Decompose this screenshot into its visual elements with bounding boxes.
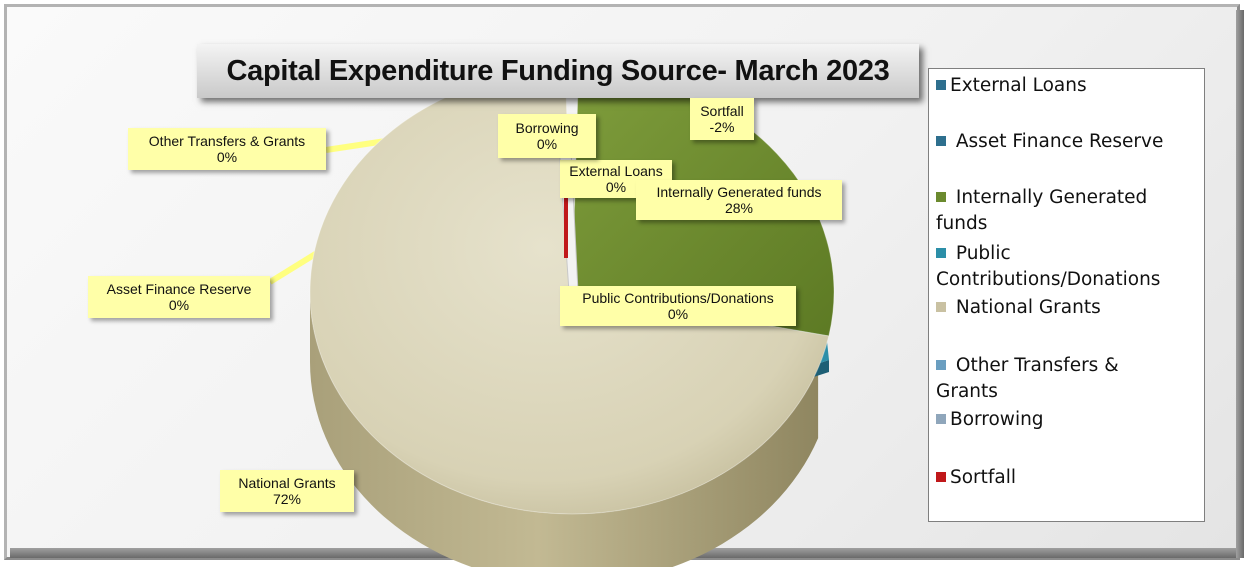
frame-shadow-right bbox=[1236, 10, 1244, 558]
data-label-other-transfers-grants: Other Transfers & Grants 0% bbox=[128, 128, 326, 170]
legend-swatch bbox=[936, 302, 946, 312]
legend-label: National Grants bbox=[950, 297, 1101, 318]
data-label-value: 0% bbox=[168, 297, 190, 313]
chart-title: Capital Expenditure Funding Source- Marc… bbox=[226, 54, 890, 87]
legend-label: Internally Generated bbox=[950, 187, 1148, 208]
data-label-value: 0% bbox=[536, 136, 558, 152]
legend-swatch bbox=[936, 80, 946, 90]
data-label-value: 28% bbox=[724, 200, 754, 216]
legend-swatch bbox=[936, 360, 946, 370]
legend-label: Borrowing bbox=[950, 409, 1044, 430]
data-label-value: 72% bbox=[272, 491, 302, 507]
legend-swatch bbox=[936, 248, 946, 258]
legend-label: Public bbox=[950, 243, 1011, 264]
legend-swatch bbox=[936, 136, 946, 146]
legend-item-other-transfers-grants: Other Transfers & Grants bbox=[936, 353, 1119, 405]
legend-label: Grants bbox=[936, 381, 998, 402]
legend-item-asset-finance-reserve: Asset Finance Reserve bbox=[936, 129, 1163, 155]
legend-swatch bbox=[936, 414, 946, 424]
chart-legend: External Loans Asset Finance Reserve Int… bbox=[928, 68, 1205, 522]
data-label-asset-finance-reserve: Asset Finance Reserve 0% bbox=[88, 276, 270, 318]
data-label-national-grants: National Grants 72% bbox=[220, 470, 354, 512]
data-label-name: External Loans bbox=[569, 163, 663, 179]
legend-item-public-contributions-donations: Public Contributions/Donations bbox=[936, 241, 1160, 293]
slice-side-national-grants bbox=[310, 292, 819, 567]
data-label-value: 0% bbox=[667, 306, 689, 322]
legend-label: External Loans bbox=[950, 75, 1087, 96]
legend-item-external-loans: External Loans bbox=[936, 73, 1087, 99]
data-label-value: 0% bbox=[216, 149, 238, 165]
legend-item-sortfall: Sortfall bbox=[936, 465, 1016, 491]
legend-item-national-grants: National Grants bbox=[936, 295, 1101, 321]
data-label-name: Borrowing bbox=[515, 120, 579, 136]
legend-item-borrowing: Borrowing bbox=[936, 407, 1044, 433]
legend-label: Contributions/Donations bbox=[936, 269, 1161, 290]
data-label-internally-generated-funds: Internally Generated funds 28% bbox=[636, 180, 842, 220]
legend-item-internally-generated-funds: Internally Generated funds bbox=[936, 185, 1147, 237]
legend-label: Sortfall bbox=[950, 467, 1017, 488]
data-label-name: Other Transfers & Grants bbox=[148, 133, 306, 149]
slice-sortfall bbox=[564, 168, 568, 258]
data-label-borrowing: Borrowing 0% bbox=[498, 114, 596, 158]
legend-label: Other Transfers & bbox=[950, 355, 1119, 376]
chart-title-box: Capital Expenditure Funding Source- Marc… bbox=[197, 44, 919, 98]
data-label-value: -2% bbox=[709, 119, 735, 135]
data-label-public-contributions-donations: Public Contributions/Donations 0% bbox=[560, 286, 796, 326]
data-label-name: Internally Generated funds bbox=[656, 184, 822, 200]
data-label-name: Public Contributions/Donations bbox=[582, 290, 774, 306]
legend-label: funds bbox=[936, 213, 988, 234]
data-label-value: 0% bbox=[605, 179, 627, 195]
data-label-sortfall: Sortfall -2% bbox=[690, 98, 754, 140]
data-label-name: National Grants bbox=[238, 475, 336, 491]
legend-label: Asset Finance Reserve bbox=[950, 131, 1164, 152]
data-label-name: Asset Finance Reserve bbox=[106, 281, 252, 297]
legend-swatch bbox=[936, 192, 946, 202]
legend-swatch bbox=[936, 472, 946, 482]
data-label-name: Sortfall bbox=[700, 103, 744, 119]
